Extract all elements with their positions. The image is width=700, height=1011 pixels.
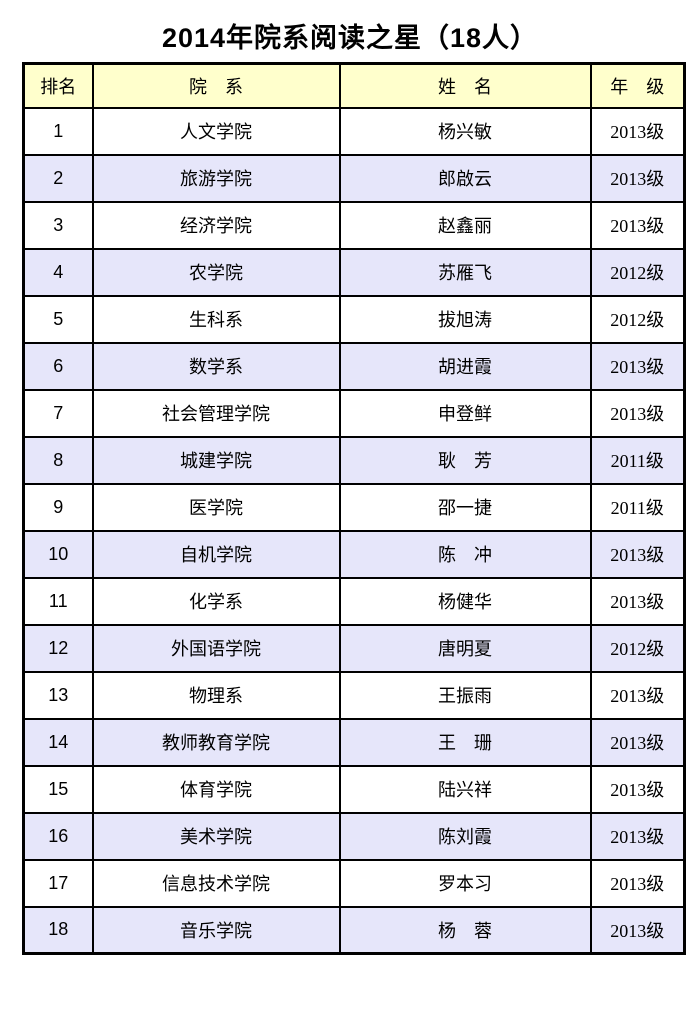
page-title: 2014年院系阅读之星（18人）	[161, 23, 539, 53]
name-cell: 胡进霞	[338, 341, 592, 391]
grade-cell: 2011级	[589, 482, 686, 532]
rank-cell: 18	[22, 905, 94, 955]
rank-cell: 2	[22, 153, 94, 203]
department-cell: 物理系	[91, 670, 341, 720]
table-body: 1 人文学院 杨兴敏 2013级 2 旅游学院 郎啟云 2013级 3 经济学院…	[22, 106, 686, 955]
header-department: 院 系	[91, 62, 341, 109]
grade-cell: 2013级	[589, 811, 686, 861]
table-row: 4 农学院 苏雁飞 2012级	[22, 247, 686, 297]
department-cell: 外国语学院	[91, 623, 341, 673]
table-row: 16 美术学院 陈刘霞 2013级	[22, 811, 686, 861]
rank-cell: 10	[22, 529, 94, 579]
rank-cell: 15	[22, 764, 94, 814]
department-cell: 社会管理学院	[91, 388, 341, 438]
department-cell: 生科系	[91, 294, 341, 344]
grade-cell: 2011级	[589, 435, 686, 485]
grade-cell: 2013级	[589, 905, 686, 955]
name-cell: 邵一捷	[338, 482, 592, 532]
rank-cell: 16	[22, 811, 94, 861]
grade-cell: 2012级	[589, 623, 686, 673]
department-cell: 体育学院	[91, 764, 341, 814]
rank-cell: 6	[22, 341, 94, 391]
name-cell: 郎啟云	[338, 153, 592, 203]
grade-cell: 2013级	[589, 153, 686, 203]
grade-cell: 2012级	[589, 247, 686, 297]
name-cell: 陈刘霞	[338, 811, 592, 861]
name-cell: 杨兴敏	[338, 106, 592, 156]
table-header-row: 排名 院 系 姓 名 年 级	[22, 62, 686, 109]
rank-cell: 8	[22, 435, 94, 485]
grade-cell: 2013级	[589, 858, 686, 908]
table-row: 14 教师教育学院 王 珊 2013级	[22, 717, 686, 767]
department-cell: 化学系	[91, 576, 341, 626]
rank-cell: 4	[22, 247, 94, 297]
table-row: 5 生科系 拔旭涛 2012级	[22, 294, 686, 344]
rank-cell: 11	[22, 576, 94, 626]
table-row: 12 外国语学院 唐明夏 2012级	[22, 623, 686, 673]
grade-cell: 2013级	[589, 341, 686, 391]
grade-cell: 2013级	[589, 200, 686, 250]
name-cell: 杨 蓉	[338, 905, 592, 955]
table-row: 11 化学系 杨健华 2013级	[22, 576, 686, 626]
department-cell: 医学院	[91, 482, 341, 532]
name-cell: 唐明夏	[338, 623, 592, 673]
header-name: 姓 名	[338, 62, 592, 109]
department-cell: 音乐学院	[91, 905, 341, 955]
grade-cell: 2013级	[589, 764, 686, 814]
header-rank: 排名	[22, 62, 94, 109]
table-row: 3 经济学院 赵鑫丽 2013级	[22, 200, 686, 250]
name-cell: 王 珊	[338, 717, 592, 767]
name-cell: 王振雨	[338, 670, 592, 720]
name-cell: 罗本习	[338, 858, 592, 908]
table-row: 17 信息技术学院 罗本习 2013级	[22, 858, 686, 908]
department-cell: 教师教育学院	[91, 717, 341, 767]
table-row: 6 数学系 胡进霞 2013级	[22, 341, 686, 391]
rank-cell: 3	[22, 200, 94, 250]
department-cell: 农学院	[91, 247, 341, 297]
rank-cell: 1	[22, 106, 94, 156]
rank-cell: 13	[22, 670, 94, 720]
department-cell: 信息技术学院	[91, 858, 341, 908]
table-row: 10 自机学院 陈 冲 2013级	[22, 529, 686, 579]
table-row: 8 城建学院 耿 芳 2011级	[22, 435, 686, 485]
table-row: 1 人文学院 杨兴敏 2013级	[22, 106, 686, 156]
rank-cell: 7	[22, 388, 94, 438]
reading-star-table: 排名 院 系 姓 名 年 级 1 人文学院 杨兴敏 2013级 2 旅游学院 郎…	[22, 62, 686, 955]
department-cell: 旅游学院	[91, 153, 341, 203]
department-cell: 自机学院	[91, 529, 341, 579]
grade-cell: 2012级	[589, 294, 686, 344]
rank-cell: 14	[22, 717, 94, 767]
table-row: 18 音乐学院 杨 蓉 2013级	[22, 905, 686, 955]
department-cell: 经济学院	[91, 200, 341, 250]
department-cell: 数学系	[91, 341, 341, 391]
table-row: 2 旅游学院 郎啟云 2013级	[22, 153, 686, 203]
name-cell: 拔旭涛	[338, 294, 592, 344]
rank-cell: 12	[22, 623, 94, 673]
name-cell: 申登鲜	[338, 388, 592, 438]
grade-cell: 2013级	[589, 106, 686, 156]
grade-cell: 2013级	[589, 670, 686, 720]
name-cell: 陆兴祥	[338, 764, 592, 814]
header-grade: 年 级	[589, 62, 686, 109]
grade-cell: 2013级	[589, 388, 686, 438]
rank-cell: 17	[22, 858, 94, 908]
name-cell: 苏雁飞	[338, 247, 592, 297]
table-row: 15 体育学院 陆兴祥 2013级	[22, 764, 686, 814]
table-row: 7 社会管理学院 申登鲜 2013级	[22, 388, 686, 438]
department-cell: 城建学院	[91, 435, 341, 485]
table-row: 9 医学院 邵一捷 2011级	[22, 482, 686, 532]
name-cell: 耿 芳	[338, 435, 592, 485]
department-cell: 人文学院	[91, 106, 341, 156]
rank-cell: 9	[22, 482, 94, 532]
name-cell: 陈 冲	[338, 529, 592, 579]
grade-cell: 2013级	[589, 717, 686, 767]
department-cell: 美术学院	[91, 811, 341, 861]
name-cell: 杨健华	[338, 576, 592, 626]
rank-cell: 5	[22, 294, 94, 344]
grade-cell: 2013级	[589, 576, 686, 626]
table-row: 13 物理系 王振雨 2013级	[22, 670, 686, 720]
name-cell: 赵鑫丽	[338, 200, 592, 250]
grade-cell: 2013级	[589, 529, 686, 579]
